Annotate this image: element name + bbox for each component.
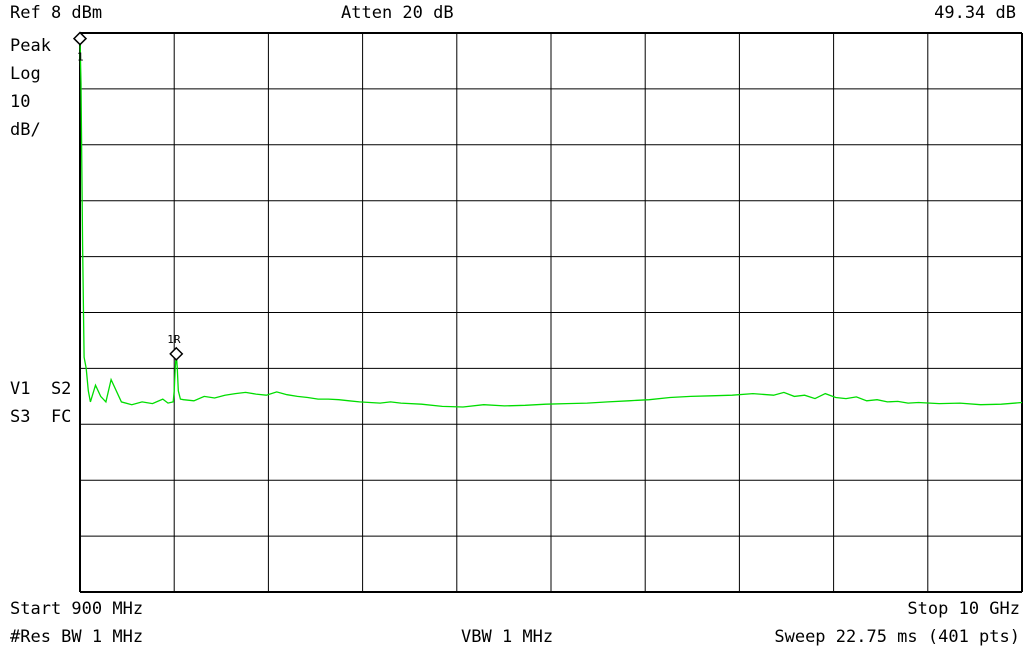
- marker-2-diamond: [169, 346, 184, 361]
- marker-1-label: 1: [77, 51, 84, 64]
- start-frequency-label: Start 900 MHz: [10, 599, 144, 619]
- trace-layer: [79, 38, 1023, 408]
- video-bandwidth-label: VBW 1 MHz: [461, 627, 554, 647]
- scale-unit-label: dB/: [10, 120, 41, 140]
- resolution-bandwidth-label: #Res BW 1 MHz: [10, 627, 144, 647]
- detector-mode-label: Peak: [10, 36, 51, 56]
- scale-value-label: 10: [10, 92, 31, 112]
- ref-level-label: Ref 8 dBm: [10, 3, 103, 23]
- scale-type-label: Log: [10, 64, 41, 84]
- attenuation-label: Atten 20 dB: [341, 3, 454, 23]
- marker-1-diamond: [72, 31, 88, 46]
- marker-delta-readout: 49.34 dB: [934, 3, 1016, 23]
- trace-flags-line1: V1 S2: [10, 379, 72, 399]
- stop-frequency-label: Stop 10 GHz: [907, 599, 1020, 619]
- graticule: [79, 32, 1023, 593]
- sweep-time-label: Sweep 22.75 ms (401 pts): [774, 627, 1020, 647]
- marker-layer: 1 1R: [72, 31, 184, 361]
- trace-flags-line2: S3 FC: [10, 407, 72, 427]
- marker-2-label: 1R: [167, 333, 181, 346]
- spectrum-trace: [79, 38, 1023, 408]
